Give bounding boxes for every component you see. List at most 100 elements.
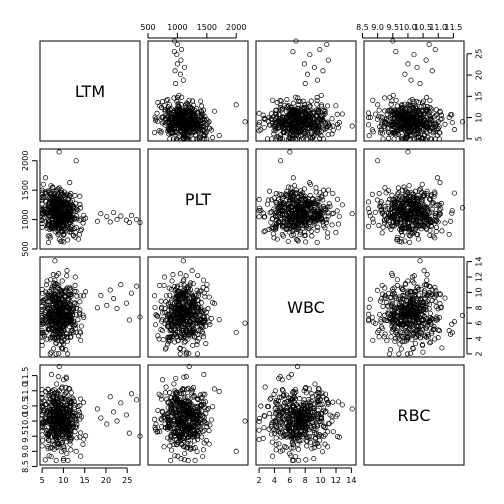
data-point (420, 349, 426, 355)
data-point (333, 103, 339, 109)
data-point (402, 101, 408, 107)
data-point (335, 221, 341, 227)
data-point (273, 190, 279, 197)
data-point (200, 334, 207, 340)
data-point (311, 128, 317, 134)
data-point (198, 103, 205, 109)
data-point (428, 116, 434, 122)
data-point (427, 122, 433, 128)
data-point (301, 61, 308, 67)
data-point (365, 223, 372, 229)
data-point (419, 100, 426, 106)
data-point (163, 345, 169, 351)
data-point (78, 216, 84, 222)
data-point (399, 102, 405, 108)
data-point (78, 430, 84, 436)
data-point (83, 433, 89, 439)
data-point (200, 133, 207, 139)
data-point (314, 94, 320, 100)
data-point (391, 136, 397, 142)
data-point (176, 133, 182, 139)
data-point (329, 131, 335, 137)
data-point (77, 217, 83, 223)
data-point (54, 381, 60, 387)
data-point (315, 127, 321, 133)
data-point (321, 112, 327, 118)
data-point (285, 238, 291, 244)
data-point (64, 273, 70, 279)
data-point (335, 125, 341, 131)
data-point (314, 239, 320, 245)
data-point (73, 224, 79, 231)
data-point (216, 317, 222, 323)
data-point (295, 102, 301, 108)
data-point (67, 441, 73, 447)
data-point (315, 123, 321, 130)
data-point (317, 135, 323, 141)
data-point (417, 258, 423, 264)
data-point (382, 285, 388, 291)
data-point (39, 224, 45, 230)
data-point (278, 102, 284, 108)
data-point (68, 205, 74, 211)
data-point (416, 236, 422, 242)
data-point (327, 124, 333, 130)
data-point (311, 64, 318, 70)
data-point (242, 119, 248, 125)
data-point (433, 107, 439, 113)
data-point (407, 239, 413, 245)
data-point (172, 68, 178, 74)
data-point (198, 108, 204, 114)
data-point (304, 136, 310, 142)
data-point (273, 110, 279, 116)
data-point (320, 136, 327, 142)
data-point (291, 115, 297, 121)
data-point (274, 136, 280, 142)
data-point (405, 149, 411, 155)
data-point (300, 136, 307, 142)
data-point (177, 123, 183, 130)
data-point (270, 97, 276, 103)
data-point (65, 457, 71, 464)
data-point (264, 201, 271, 207)
data-point (167, 136, 173, 142)
data-point (407, 350, 414, 357)
data-point (446, 231, 452, 238)
data-point (39, 338, 45, 344)
data-point (56, 149, 62, 155)
data-point (288, 125, 294, 131)
data-point (134, 283, 140, 289)
data-point (375, 102, 381, 108)
data-point (178, 57, 184, 63)
data-point (47, 233, 53, 239)
data-point (334, 208, 340, 214)
data-point (421, 268, 427, 274)
variable-label-ltm: LTM (75, 82, 105, 101)
data-point (370, 337, 376, 343)
data-point (398, 346, 404, 352)
data-point (424, 104, 430, 110)
data-point (408, 133, 414, 139)
data-point (301, 109, 307, 115)
data-point (325, 119, 331, 125)
data-point (177, 71, 183, 77)
data-point (398, 136, 404, 142)
data-point (266, 188, 273, 194)
data-point (53, 201, 59, 207)
data-point (329, 222, 335, 228)
data-point (287, 149, 293, 155)
data-point (200, 125, 206, 131)
data-point (64, 451, 70, 457)
data-point (177, 351, 183, 357)
data-point (394, 282, 400, 288)
data-point (427, 136, 433, 142)
data-point (398, 123, 404, 129)
data-point (39, 221, 45, 227)
data-point (39, 342, 45, 349)
data-point (295, 95, 301, 101)
data-point (180, 258, 186, 264)
data-point (185, 136, 191, 142)
data-point (210, 135, 216, 141)
data-point (433, 229, 439, 235)
